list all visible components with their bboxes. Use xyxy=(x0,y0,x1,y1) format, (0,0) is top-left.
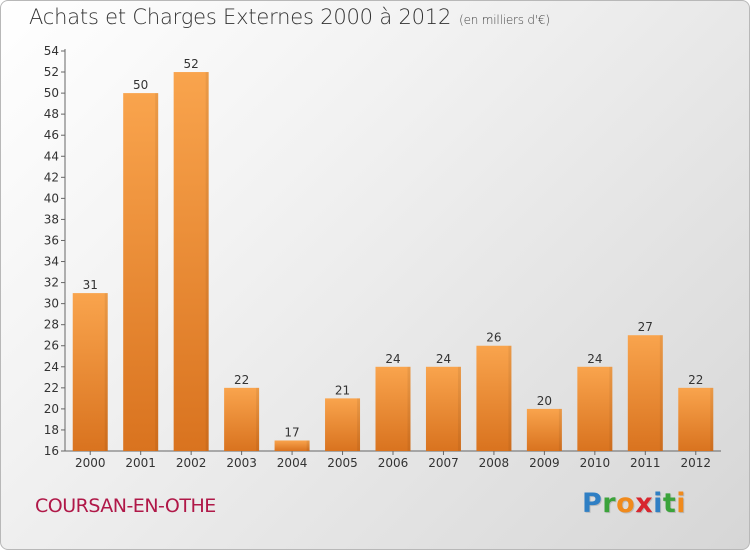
data-label: 27 xyxy=(638,320,653,334)
bar-shade xyxy=(457,366,461,451)
bar-shade xyxy=(104,293,108,451)
x-tick-label: 2006 xyxy=(378,456,409,470)
bar xyxy=(476,345,512,451)
bar xyxy=(123,93,159,452)
bar xyxy=(577,366,613,451)
y-tick-label: 46 xyxy=(44,128,59,142)
x-tick-label: 2000 xyxy=(75,456,106,470)
x-tick-label: 2012 xyxy=(680,456,711,470)
bar-shade xyxy=(306,440,310,451)
data-label: 22 xyxy=(234,373,249,387)
y-tick-label: 42 xyxy=(44,170,59,184)
y-tick-label: 52 xyxy=(44,65,59,79)
y-tick-label: 34 xyxy=(44,255,59,269)
x-tick-label: 2011 xyxy=(630,456,661,470)
data-label: 31 xyxy=(83,278,98,292)
data-label: 50 xyxy=(133,78,148,92)
bar-shade xyxy=(710,387,714,451)
proxiti-logo: Proxiti xyxy=(582,488,686,519)
y-tick-label: 44 xyxy=(44,149,59,163)
y-tick-label: 26 xyxy=(44,339,59,353)
y-tick-label: 54 xyxy=(44,44,59,58)
y-tick-label: 24 xyxy=(44,360,59,374)
bar xyxy=(173,72,209,451)
bar xyxy=(274,440,310,451)
y-tick-label: 40 xyxy=(44,191,59,205)
bar-shade xyxy=(155,93,159,452)
chart-title-block: Achats et Charges Externes 2000 à 2012 (e… xyxy=(29,5,550,29)
data-label: 21 xyxy=(335,383,350,397)
chart-unit: (en milliers d'€) xyxy=(459,13,550,27)
x-tick-label: 2009 xyxy=(529,456,560,470)
logo-letter: x xyxy=(635,488,654,519)
y-tick-label: 18 xyxy=(44,423,59,437)
y-tick-label: 38 xyxy=(44,212,59,226)
data-label: 22 xyxy=(688,373,703,387)
bar-shade xyxy=(659,335,663,451)
bar xyxy=(325,398,361,451)
y-tick-label: 36 xyxy=(44,233,59,247)
x-tick-label: 2008 xyxy=(479,456,510,470)
data-label: 26 xyxy=(486,331,501,345)
x-tick-label: 2005 xyxy=(327,456,358,470)
x-tick-label: 2007 xyxy=(428,456,459,470)
bar-shade xyxy=(609,366,613,451)
bar-shade xyxy=(558,408,562,451)
bar-shade xyxy=(357,398,361,451)
bar xyxy=(526,408,562,451)
y-tick-label: 20 xyxy=(44,402,59,416)
x-tick-label: 2003 xyxy=(226,456,257,470)
y-tick-label: 28 xyxy=(44,318,59,332)
bar xyxy=(627,335,663,451)
data-label: 24 xyxy=(587,352,602,366)
x-tick-label: 2010 xyxy=(580,456,611,470)
y-tick-label: 32 xyxy=(44,276,59,290)
bar xyxy=(72,293,108,451)
bar-shade xyxy=(508,345,512,451)
bar-shade xyxy=(205,72,209,451)
bar xyxy=(425,366,461,451)
x-tick-label: 2004 xyxy=(277,456,308,470)
bar xyxy=(224,387,260,451)
bar xyxy=(375,366,411,451)
x-tick-label: 2002 xyxy=(176,456,207,470)
logo-letter: P xyxy=(582,488,603,519)
data-label: 17 xyxy=(284,425,299,439)
y-tick-label: 30 xyxy=(44,297,59,311)
bar-shade xyxy=(256,387,260,451)
bar-shade xyxy=(407,366,411,451)
x-tick-label: 2001 xyxy=(125,456,156,470)
logo-letter: t xyxy=(662,488,677,519)
logo-letter: r xyxy=(602,488,617,519)
y-tick-label: 16 xyxy=(44,444,59,458)
logo-letter: o xyxy=(616,488,636,519)
chart-title: Achats et Charges Externes 2000 à 2012 xyxy=(29,5,452,29)
logo-letter: i xyxy=(676,488,687,519)
y-tick-label: 48 xyxy=(44,107,59,121)
logo-letter: i xyxy=(653,488,663,519)
data-label: 20 xyxy=(537,394,552,408)
bar xyxy=(678,387,714,451)
data-label: 52 xyxy=(184,57,199,71)
data-label: 24 xyxy=(436,352,451,366)
city-name: COURSAN-EN-OTHE xyxy=(35,495,216,517)
y-tick-label: 22 xyxy=(44,381,59,395)
data-label: 24 xyxy=(385,352,400,366)
y-tick-label: 50 xyxy=(44,86,59,100)
